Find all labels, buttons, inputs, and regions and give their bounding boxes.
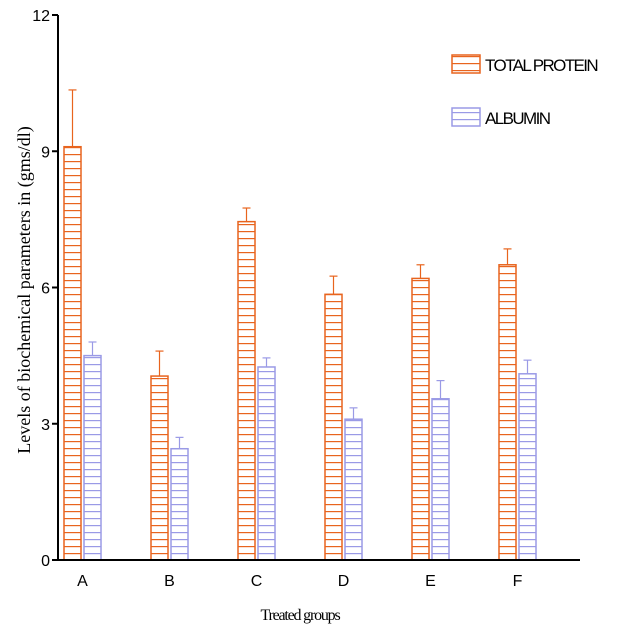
bar-D-series-1 xyxy=(344,418,363,561)
bar-F-series-0 xyxy=(498,264,517,561)
error-bars-group xyxy=(68,89,532,449)
legend-label-albumin: ALBUMIN xyxy=(485,109,550,128)
legend-swatch-albumin xyxy=(451,107,481,127)
x-axis-title: Treated groups xyxy=(260,607,340,624)
x-tick-label-D: D xyxy=(338,573,350,590)
legend-label-total-protein: TOTAL PROTEIN xyxy=(485,56,597,75)
y-tick-label-9: 9 xyxy=(41,144,50,161)
bar-E-series-1 xyxy=(431,398,450,561)
x-tick-label-F: F xyxy=(513,573,523,590)
x-ticks-group: A B C D E F xyxy=(77,573,522,590)
x-tick-label-B: B xyxy=(164,573,175,590)
y-tick-label-6: 6 xyxy=(41,281,50,298)
bar-C-series-0 xyxy=(237,220,256,561)
bar-A-series-1 xyxy=(83,354,102,561)
bar-E-series-0 xyxy=(411,277,430,561)
bar-D-series-0 xyxy=(324,293,343,561)
bar-C-series-1 xyxy=(257,366,276,561)
x-tick-label-A: A xyxy=(77,573,88,590)
bar-F-series-1 xyxy=(518,373,537,561)
y-axis-title: Levels of biochemical parameters in (gms… xyxy=(14,126,35,453)
legend: TOTAL PROTEIN ALBUMIN xyxy=(451,54,599,128)
y-tick-label-3: 3 xyxy=(41,417,50,434)
y-ticks-group: 0 3 6 9 12 xyxy=(32,8,58,570)
bars-group xyxy=(63,145,537,561)
y-tick-label-0: 0 xyxy=(41,553,50,570)
bar-B-series-0 xyxy=(150,375,169,561)
x-tick-label-E: E xyxy=(425,573,436,590)
legend-swatch-total-protein xyxy=(451,54,481,74)
bar-A-series-0 xyxy=(63,145,82,561)
bar-B-series-1 xyxy=(170,447,189,561)
y-tick-label-12: 12 xyxy=(32,8,50,25)
x-tick-label-C: C xyxy=(251,573,263,590)
